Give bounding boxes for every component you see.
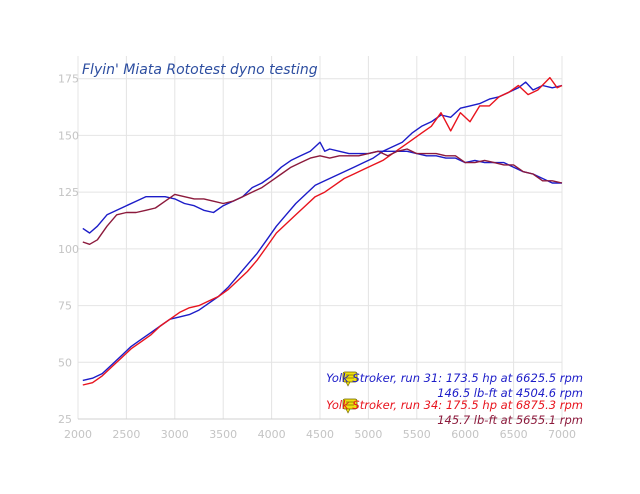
- y-tick-labels: 25 50 75 100 125 150 175: [58, 73, 79, 426]
- y-tick-label: 100: [58, 243, 79, 256]
- legend-line-hp: Yolk Stroker, run 31: 173.5 hp at 6625.5…: [326, 371, 583, 385]
- vertical-gridlines: [77, 56, 563, 419]
- series-lines: [82, 76, 563, 386]
- series-line-3: [82, 148, 563, 245]
- x-tick-label: 3000: [161, 428, 189, 441]
- x-tick-label: 7000: [548, 428, 576, 441]
- x-tick-label: 5000: [354, 428, 382, 441]
- legend: Yolk Stroker, run 31: 173.5 hp at 6625.5…: [326, 371, 583, 427]
- y-tick-label: 150: [58, 129, 79, 142]
- x-tick-label: 3500: [209, 428, 237, 441]
- legend-line-torque: 146.5 lb-ft at 4504.6 rpm: [437, 386, 583, 400]
- series-line-1: [82, 76, 563, 386]
- y-tick-label: 75: [58, 300, 72, 313]
- y-tick-label: 25: [58, 413, 72, 426]
- x-tick-label: 2000: [64, 428, 92, 441]
- x-tick-label: 2500: [112, 428, 140, 441]
- note-icon: [342, 371, 358, 387]
- y-tick-label: 125: [58, 186, 79, 199]
- note-icon: [342, 398, 358, 414]
- y-tick-label: 175: [58, 73, 79, 86]
- series-line-0: [82, 81, 563, 382]
- legend-line-hp: Yolk Stroker, run 34: 175.5 hp at 6875.3…: [326, 398, 583, 412]
- x-tick-labels: 2000 2500 3000 3500 4000 4500 5000 5500 6000 6500…: [64, 428, 576, 441]
- chart-title: Flyin' Miata Rototest dyno testing: [82, 62, 318, 78]
- x-tick-label: 6000: [451, 428, 479, 441]
- x-tick-label: 4500: [306, 428, 334, 441]
- y-tick-label: 50: [58, 356, 72, 369]
- horizontal-gridlines: [78, 78, 562, 420]
- x-tick-label: 6500: [500, 428, 528, 441]
- x-tick-label: 4000: [258, 428, 286, 441]
- legend-line-torque: 145.7 lb-ft at 5655.1 rpm: [437, 413, 583, 427]
- x-tick-label: 5500: [403, 428, 431, 441]
